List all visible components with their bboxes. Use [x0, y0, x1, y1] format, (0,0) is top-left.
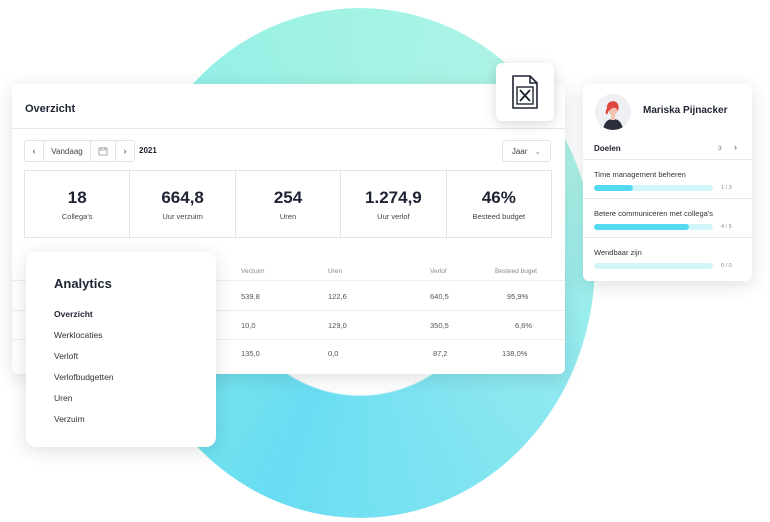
stat-sick-hours: 664,8 Uur verzuim [130, 171, 236, 237]
period-select[interactable]: Jaar ⌄ [502, 140, 551, 162]
goal-label: Wendbaar zijn [594, 248, 642, 257]
analytics-menu: Analytics Overzicht Werklocaties Verloft… [26, 252, 216, 447]
goals-count: 3 [718, 145, 722, 152]
excel-export-button[interactable] [496, 63, 554, 121]
menu-item-hours[interactable]: Uren [54, 393, 73, 403]
chevron-right-icon: › [123, 146, 127, 156]
year-label: 2021 [139, 146, 157, 155]
stat-value: 254 [273, 187, 303, 207]
divider [12, 280, 565, 281]
stat-value: 1.274,9 [365, 187, 422, 207]
prev-period-button[interactable]: ‹ [25, 141, 44, 161]
divider [583, 159, 752, 160]
cell-sick: 539,8 [241, 292, 260, 301]
today-button[interactable]: Vandaag [44, 141, 91, 161]
goal-progress-bar [594, 224, 713, 230]
goal-progress-fill [594, 224, 690, 230]
stat-label: Uur verlof [377, 211, 410, 221]
cell-hours: 122,6 [328, 292, 347, 301]
divider [12, 339, 565, 340]
goal-count: 1 / 3 [721, 185, 732, 191]
menu-item-work-locations[interactable]: Werklocaties [54, 330, 103, 340]
divider [583, 198, 752, 199]
calendar-icon [98, 147, 108, 156]
cell-hours: 129,0 [328, 321, 347, 330]
divider [583, 237, 752, 238]
stat-value: 46% [481, 187, 516, 207]
column-header-budget: Besteed buget [495, 268, 537, 275]
cell-leave: 640,5 [430, 292, 449, 301]
stat-value: 18 [67, 187, 87, 207]
chevron-right-icon[interactable]: › [734, 142, 737, 152]
goal-count: 0 / 0 [721, 263, 732, 269]
column-header-leave: Verlof [430, 268, 447, 275]
stat-budget-spent: 46% Besteed budget [447, 171, 551, 237]
stat-leave-hours: 1.274,9 Uur verlof [341, 171, 447, 237]
stats-row: 18 Collega's 664,8 Uur verzuim 254 Uren … [24, 170, 552, 238]
cell-budget: 138,0% [502, 349, 528, 358]
period-select-value: Jaar [511, 146, 528, 156]
stat-value: 664,8 [161, 187, 204, 207]
menu-item-sick-leave[interactable]: Verzuim [54, 414, 85, 424]
menu-item-leave[interactable]: Verloft [54, 351, 79, 361]
goals-title: Doelen [594, 144, 621, 153]
chevron-left-icon: ‹ [32, 146, 36, 156]
stat-label: Uur verzuim [162, 211, 203, 221]
goal-label: Betere communiceren met collega's [594, 209, 713, 218]
profile-goals-card: Mariska Pijnacker Doelen 3 › Time manage… [583, 84, 752, 281]
date-navigator: ‹ Vandaag › [24, 140, 135, 162]
calendar-button[interactable] [91, 141, 116, 161]
cell-sick: 10,0 [241, 321, 256, 330]
cell-sick: 135,0 [241, 349, 260, 358]
column-header-hours: Uren [328, 268, 343, 275]
menu-item-overview[interactable]: Overzicht [54, 309, 93, 319]
next-period-button[interactable]: › [116, 141, 134, 161]
goal-count: 4 / 5 [721, 224, 732, 230]
goal-progress-fill [594, 185, 634, 191]
stat-label: Collega's [61, 211, 93, 221]
cell-leave: 87,2 [433, 349, 448, 358]
goal-progress-bar [594, 185, 713, 191]
page-title: Overzicht [25, 103, 76, 115]
profile-name: Mariska Pijnacker [643, 105, 728, 116]
stat-label: Uren [279, 211, 297, 221]
cell-leave: 350,5 [430, 321, 449, 330]
analytics-title: Analytics [54, 276, 112, 291]
cell-budget: 6,6% [515, 321, 533, 330]
divider [12, 128, 565, 129]
stat-label: Besteed budget [472, 211, 526, 221]
cell-budget: 95,9% [507, 292, 529, 301]
excel-file-icon [512, 75, 538, 109]
column-header-sick: Verzuim [241, 268, 265, 275]
chevron-down-icon: ⌄ [534, 146, 542, 156]
goal-label: Time management beheren [594, 170, 686, 179]
menu-item-leave-budgets[interactable]: Verlofbudgetten [54, 372, 114, 382]
cell-hours: 0,0 [328, 349, 339, 358]
stat-hours: 254 Uren [236, 171, 342, 237]
avatar [595, 94, 631, 130]
stat-colleagues: 18 Collega's [25, 171, 131, 237]
divider [12, 310, 565, 311]
goal-progress-bar [594, 263, 713, 269]
